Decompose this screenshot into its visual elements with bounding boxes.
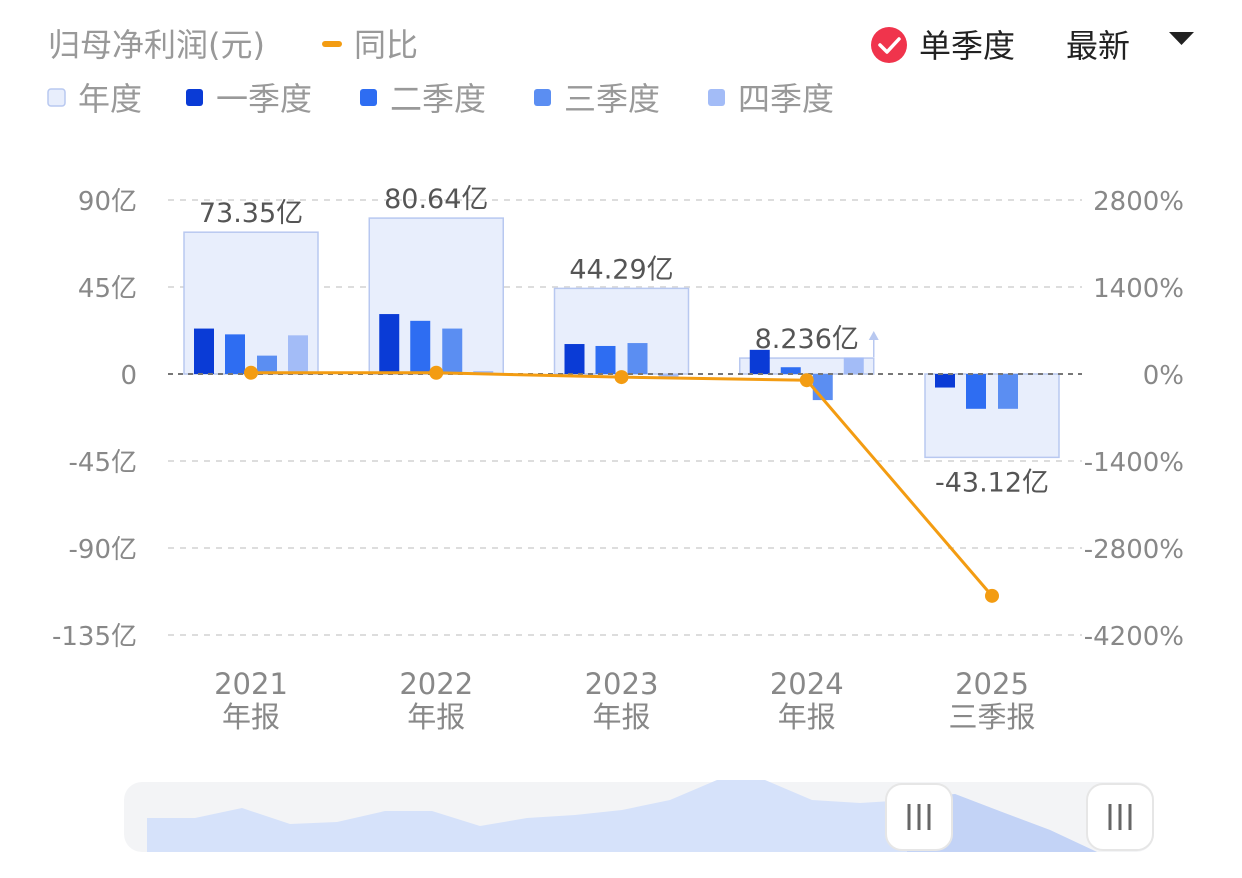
yoy-legend[interactable]: 同比 — [322, 26, 418, 64]
quarter-bar-三季度 — [627, 343, 648, 374]
yoy-line — [244, 365, 999, 603]
legend: 年度 一季度 二季度 三季度 四季度 — [47, 80, 834, 118]
annual-value-label: 80.64亿 — [384, 184, 488, 215]
yoy-legend-swatch — [322, 41, 342, 47]
legend-swatch — [47, 88, 66, 107]
x-tick-report: 年报 — [778, 700, 836, 734]
quarter-bar-三季度 — [998, 374, 1018, 409]
chevron-down-icon — [1169, 32, 1194, 45]
y-right-tick: -1400% — [1084, 448, 1184, 478]
yoy-point — [429, 365, 444, 380]
annual-value-label: 44.29亿 — [569, 254, 673, 285]
quarter-bar-四季度 — [843, 357, 864, 374]
legend-item-0[interactable]: 年度 — [47, 80, 142, 118]
period-select-value: 最新 — [1066, 27, 1130, 65]
x-tick-report: 年报 — [222, 700, 280, 734]
legend-item-2[interactable]: 二季度 — [360, 80, 486, 118]
quarter-bar-三季度 — [812, 374, 833, 401]
y-left-tick: 0 — [120, 361, 137, 391]
legend-item-1[interactable]: 一季度 — [186, 80, 312, 118]
x-tick-year: 2021 — [214, 667, 288, 701]
y-left-tick: -90亿 — [69, 535, 137, 565]
quarter-bar-二季度 — [225, 334, 245, 374]
annual-value-label: -43.12亿 — [935, 467, 1049, 498]
quarter-bar-四季度 — [658, 374, 679, 378]
annual-arrow-head — [868, 331, 879, 340]
y-axis-left: 90亿 45亿 0 -45亿 -90亿 -135亿 — [52, 187, 137, 652]
single-quarter-label: 单季度 — [919, 27, 1015, 65]
x-tick-year: 2024 — [770, 667, 844, 701]
quarter-bar-二季度 — [595, 345, 616, 374]
legend-label: 年度 — [78, 80, 142, 118]
y-left-tick: -45亿 — [69, 448, 137, 478]
y-left-tick: -135亿 — [52, 622, 137, 652]
annual-value-label: 73.35亿 — [199, 198, 303, 229]
quarter-bar-四季度 — [288, 335, 308, 374]
legend-label: 一季度 — [216, 80, 312, 118]
check-icon — [871, 27, 907, 63]
navigator-selected-area — [907, 794, 1097, 852]
yoy-polyline — [251, 371, 994, 597]
y-right-tick: 1400% — [1093, 274, 1184, 304]
quarter-bar-三季度 — [442, 328, 463, 374]
annual-labels: 73.35亿 80.64亿 44.29亿 8.236亿 -43.12亿 — [199, 184, 1049, 498]
y-left-tick: 90亿 — [78, 187, 137, 217]
yoy-point — [244, 365, 258, 380]
annual-bar — [924, 373, 1060, 459]
y-right-tick: -4200% — [1084, 622, 1184, 652]
single-quarter-toggle[interactable]: 单季度 — [871, 27, 1015, 65]
x-tick-year: 2022 — [399, 667, 473, 701]
x-tick-year: 2025 — [955, 667, 1029, 701]
quarter-bar-一季度 — [935, 374, 955, 388]
quarter-bar-一季度 — [194, 328, 214, 374]
y-left-tick: 45亿 — [78, 274, 137, 304]
yoy-point — [614, 370, 629, 385]
quarter-bar-二季度 — [966, 374, 986, 409]
period-dropdown[interactable]: 最新 — [1066, 27, 1194, 65]
quarter-bar-三季度 — [257, 355, 277, 374]
quarter-bars — [194, 314, 1018, 409]
x-tick-report: 年报 — [592, 700, 650, 734]
legend-swatch — [708, 89, 725, 106]
y-right-tick: 2800% — [1093, 187, 1184, 217]
x-tick-report: 年报 — [407, 700, 465, 734]
legend-label: 三季度 — [564, 80, 660, 118]
quarter-bar-一季度 — [379, 314, 400, 374]
range-navigator[interactable] — [124, 780, 1154, 852]
x-tick-year: 2023 — [585, 667, 659, 701]
legend-swatch — [360, 89, 377, 106]
navigator-handle-left[interactable] — [885, 783, 953, 851]
legend-swatch — [534, 89, 551, 106]
yoy-legend-label: 同比 — [354, 26, 418, 64]
quarter-bar-二季度 — [780, 367, 801, 374]
navigator-area — [147, 780, 1097, 852]
quarter-bar-二季度 — [410, 320, 431, 374]
quarter-bar-一季度 — [749, 349, 770, 374]
navigator-handle-right[interactable] — [1086, 783, 1154, 851]
yoy-point — [985, 588, 999, 603]
legend-label: 二季度 — [390, 80, 486, 118]
y-right-tick: 0% — [1143, 361, 1184, 391]
quarter-bar-一季度 — [564, 344, 585, 374]
annual-value-label: 8.236亿 — [755, 324, 859, 355]
legend-swatch — [186, 89, 203, 106]
y-right-tick: -2800% — [1084, 535, 1184, 565]
check-mark — [878, 37, 901, 54]
legend-item-3[interactable]: 三季度 — [534, 80, 660, 118]
yoy-point — [799, 373, 814, 388]
x-tick-report: 三季报 — [948, 700, 1035, 734]
legend-label: 四季度 — [738, 80, 834, 118]
grid — [168, 199, 1082, 636]
chart-title: 归母净利润(元) — [48, 26, 265, 64]
y-axis-right: 2800% 1400% 0% -1400% -2800% -4200% — [1084, 187, 1184, 652]
legend-item-4[interactable]: 四季度 — [708, 80, 834, 118]
